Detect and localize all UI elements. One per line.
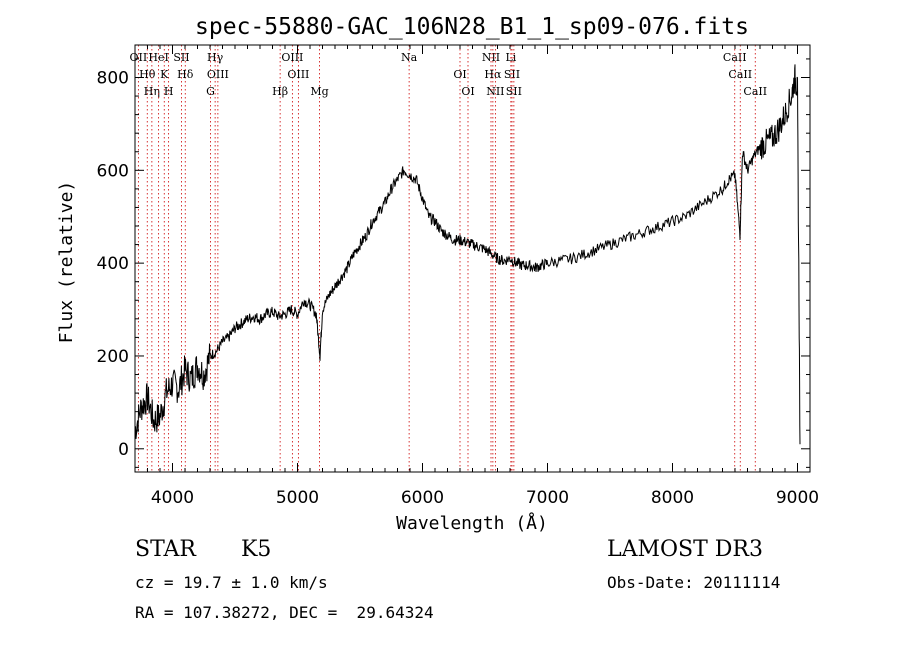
line-marker-label: OIII bbox=[287, 68, 309, 81]
line-marker-label: SII bbox=[504, 68, 520, 81]
line-marker-label: CaII bbox=[728, 68, 752, 81]
spectrum-series-line bbox=[134, 64, 801, 445]
line-marker-label: G bbox=[206, 85, 215, 98]
line-marker-label: CaII bbox=[723, 51, 747, 64]
star-subclass: K5 bbox=[241, 537, 272, 562]
star-class: STAR bbox=[135, 537, 196, 562]
axes: 4000 5000 6000 7000 8000 9000 0 200 400 600 800 bbox=[97, 45, 819, 508]
line-marker-label: Li bbox=[505, 51, 516, 64]
line-marker-label: OIII bbox=[207, 68, 229, 81]
line-marker-label: H bbox=[164, 85, 174, 98]
line-marker-label: OI bbox=[453, 68, 466, 81]
coordinates-line: RA = 107.38272, DEC = 29.64324 bbox=[135, 603, 434, 622]
line-marker-label: Mg bbox=[310, 85, 328, 98]
line-marker-label: Hθ bbox=[139, 68, 156, 81]
redshift-line: cz = 19.7 ± 1.0 km/s bbox=[135, 573, 328, 592]
x-tick-label: 6000 bbox=[401, 488, 444, 508]
line-markers: OIIHθHηHeIKHSIIHδGHγOIIIHβOIIIOIIIMgNaOI… bbox=[130, 45, 767, 472]
y-tick-label: 200 bbox=[97, 347, 129, 367]
y-tick-label: 400 bbox=[97, 254, 129, 274]
line-marker-label: OIII bbox=[281, 51, 303, 64]
survey-label: LAMOST DR3 bbox=[607, 537, 763, 562]
line-marker-label: OII bbox=[130, 51, 148, 64]
x-axis-label: Wavelength (Å) bbox=[396, 512, 548, 534]
y-tick-label: 0 bbox=[118, 440, 129, 460]
y-tick-label: 600 bbox=[97, 161, 129, 181]
line-marker-label: SII bbox=[173, 51, 189, 64]
line-marker-label: Hα bbox=[484, 68, 502, 81]
chart-title: spec-55880-GAC_106N28_B1_1_sp09-076.fits bbox=[195, 14, 749, 40]
line-marker-label: CaII bbox=[743, 85, 767, 98]
y-axis-label: Flux (relative) bbox=[56, 181, 77, 344]
line-marker-label: HeI bbox=[148, 51, 168, 64]
y-tick-label: 800 bbox=[97, 68, 129, 88]
x-tick-label: 4000 bbox=[151, 488, 194, 508]
obs-date-line: Obs-Date: 20111114 bbox=[607, 573, 781, 592]
x-tick-label: 5000 bbox=[276, 488, 319, 508]
x-tick-label: 7000 bbox=[526, 488, 569, 508]
line-marker-label: SII bbox=[506, 85, 522, 98]
line-marker-label: K bbox=[160, 68, 169, 81]
line-marker-label: Hβ bbox=[272, 85, 288, 98]
line-marker-label: NII bbox=[486, 85, 504, 98]
x-tick-label: 9000 bbox=[776, 488, 819, 508]
line-marker-label: Hδ bbox=[177, 68, 194, 81]
line-marker-label: NII bbox=[482, 51, 500, 64]
line-marker-label: Hγ bbox=[207, 51, 224, 64]
line-marker-label: Hη bbox=[144, 85, 160, 98]
line-marker-label: Na bbox=[401, 51, 418, 64]
line-marker-label: OI bbox=[461, 85, 474, 98]
x-tick-label: 8000 bbox=[651, 488, 694, 508]
plot-frame bbox=[134, 44, 811, 473]
